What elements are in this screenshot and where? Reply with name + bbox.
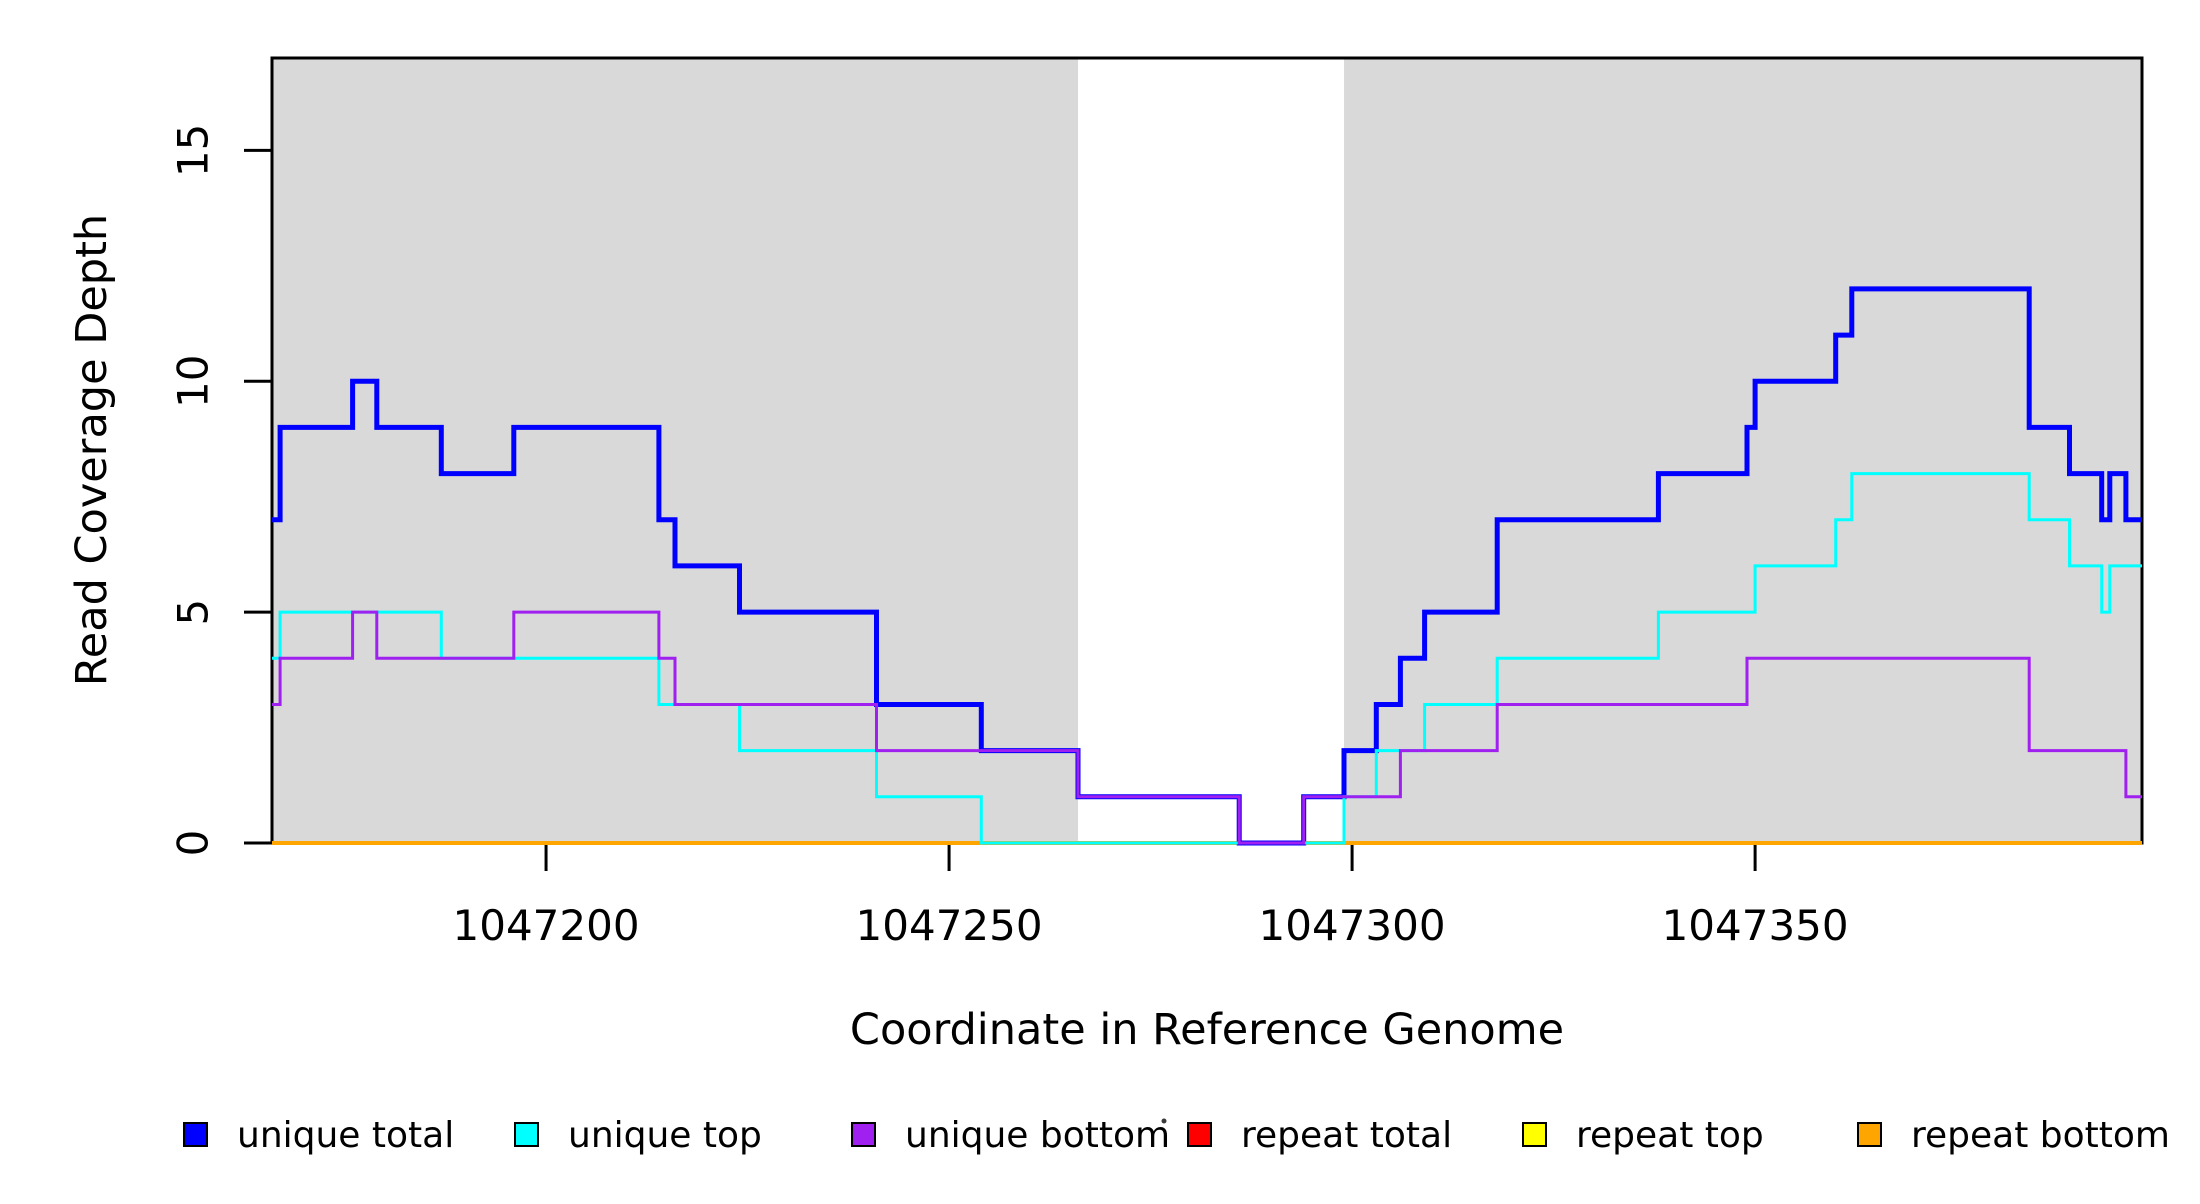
y-axis-label: Read Coverage Depth <box>67 214 117 686</box>
legend-item-repeat-total: repeat total <box>1187 1115 1452 1156</box>
y-tick-label: 5 <box>169 599 218 626</box>
x-axis: 1047200 1047250 1047300 1047350 Coordinate … <box>453 843 1849 1055</box>
legend-label: repeat top <box>1576 1115 1764 1156</box>
y-tick-label: 10 <box>169 355 218 408</box>
legend-swatch <box>183 1122 208 1147</box>
legend-item-unique-bottom: unique bottom <box>851 1115 1170 1156</box>
series-line-unique-total <box>272 286 2142 846</box>
legend-swatch <box>1857 1122 1882 1147</box>
legend-label: unique total <box>237 1115 454 1156</box>
legend-item-unique-total: unique total <box>183 1115 454 1156</box>
x-tick-label: 1047300 <box>1259 901 1446 950</box>
legend-item-repeat-bottom: repeat bottom <box>1857 1115 2170 1156</box>
series-line-unique-top <box>272 472 2142 845</box>
y-tick-label: 0 <box>169 830 218 857</box>
stray-dot-artifact <box>1161 1118 1167 1124</box>
x-tick-label: 1047250 <box>856 901 1043 950</box>
y-axis: 0 5 10 15 Read Coverage Depth <box>67 124 272 857</box>
y-tick-label: 15 <box>169 124 218 177</box>
series-lines <box>272 286 2142 846</box>
legend-swatch <box>1522 1122 1547 1147</box>
legend-label: repeat bottom <box>1911 1115 2170 1156</box>
legend-swatch <box>514 1122 539 1147</box>
legend-item-unique-top: unique top <box>514 1115 762 1156</box>
legend-label: unique bottom <box>905 1115 1170 1156</box>
legend: unique total unique top unique bottom repea… <box>183 1115 2170 1156</box>
legend-swatch <box>851 1122 876 1147</box>
legend-swatch <box>1187 1122 1212 1147</box>
shaded-region <box>1344 59 2141 842</box>
repeat-shaded-regions <box>273 59 2141 842</box>
legend-label: repeat total <box>1241 1115 1452 1156</box>
x-ticks: 1047200 1047250 1047300 1047350 <box>453 843 1849 950</box>
y-ticks: 0 5 10 15 <box>169 124 272 857</box>
x-tick-label: 1047200 <box>453 901 640 950</box>
series-line-unique-bottom <box>272 610 2142 845</box>
legend-item-repeat-top: repeat top <box>1522 1115 1764 1156</box>
legend-label: unique top <box>568 1115 762 1156</box>
x-axis-label: Coordinate in Reference Genome <box>850 1005 1564 1055</box>
x-tick-label: 1047350 <box>1662 901 1849 950</box>
shaded-region <box>273 59 1079 842</box>
